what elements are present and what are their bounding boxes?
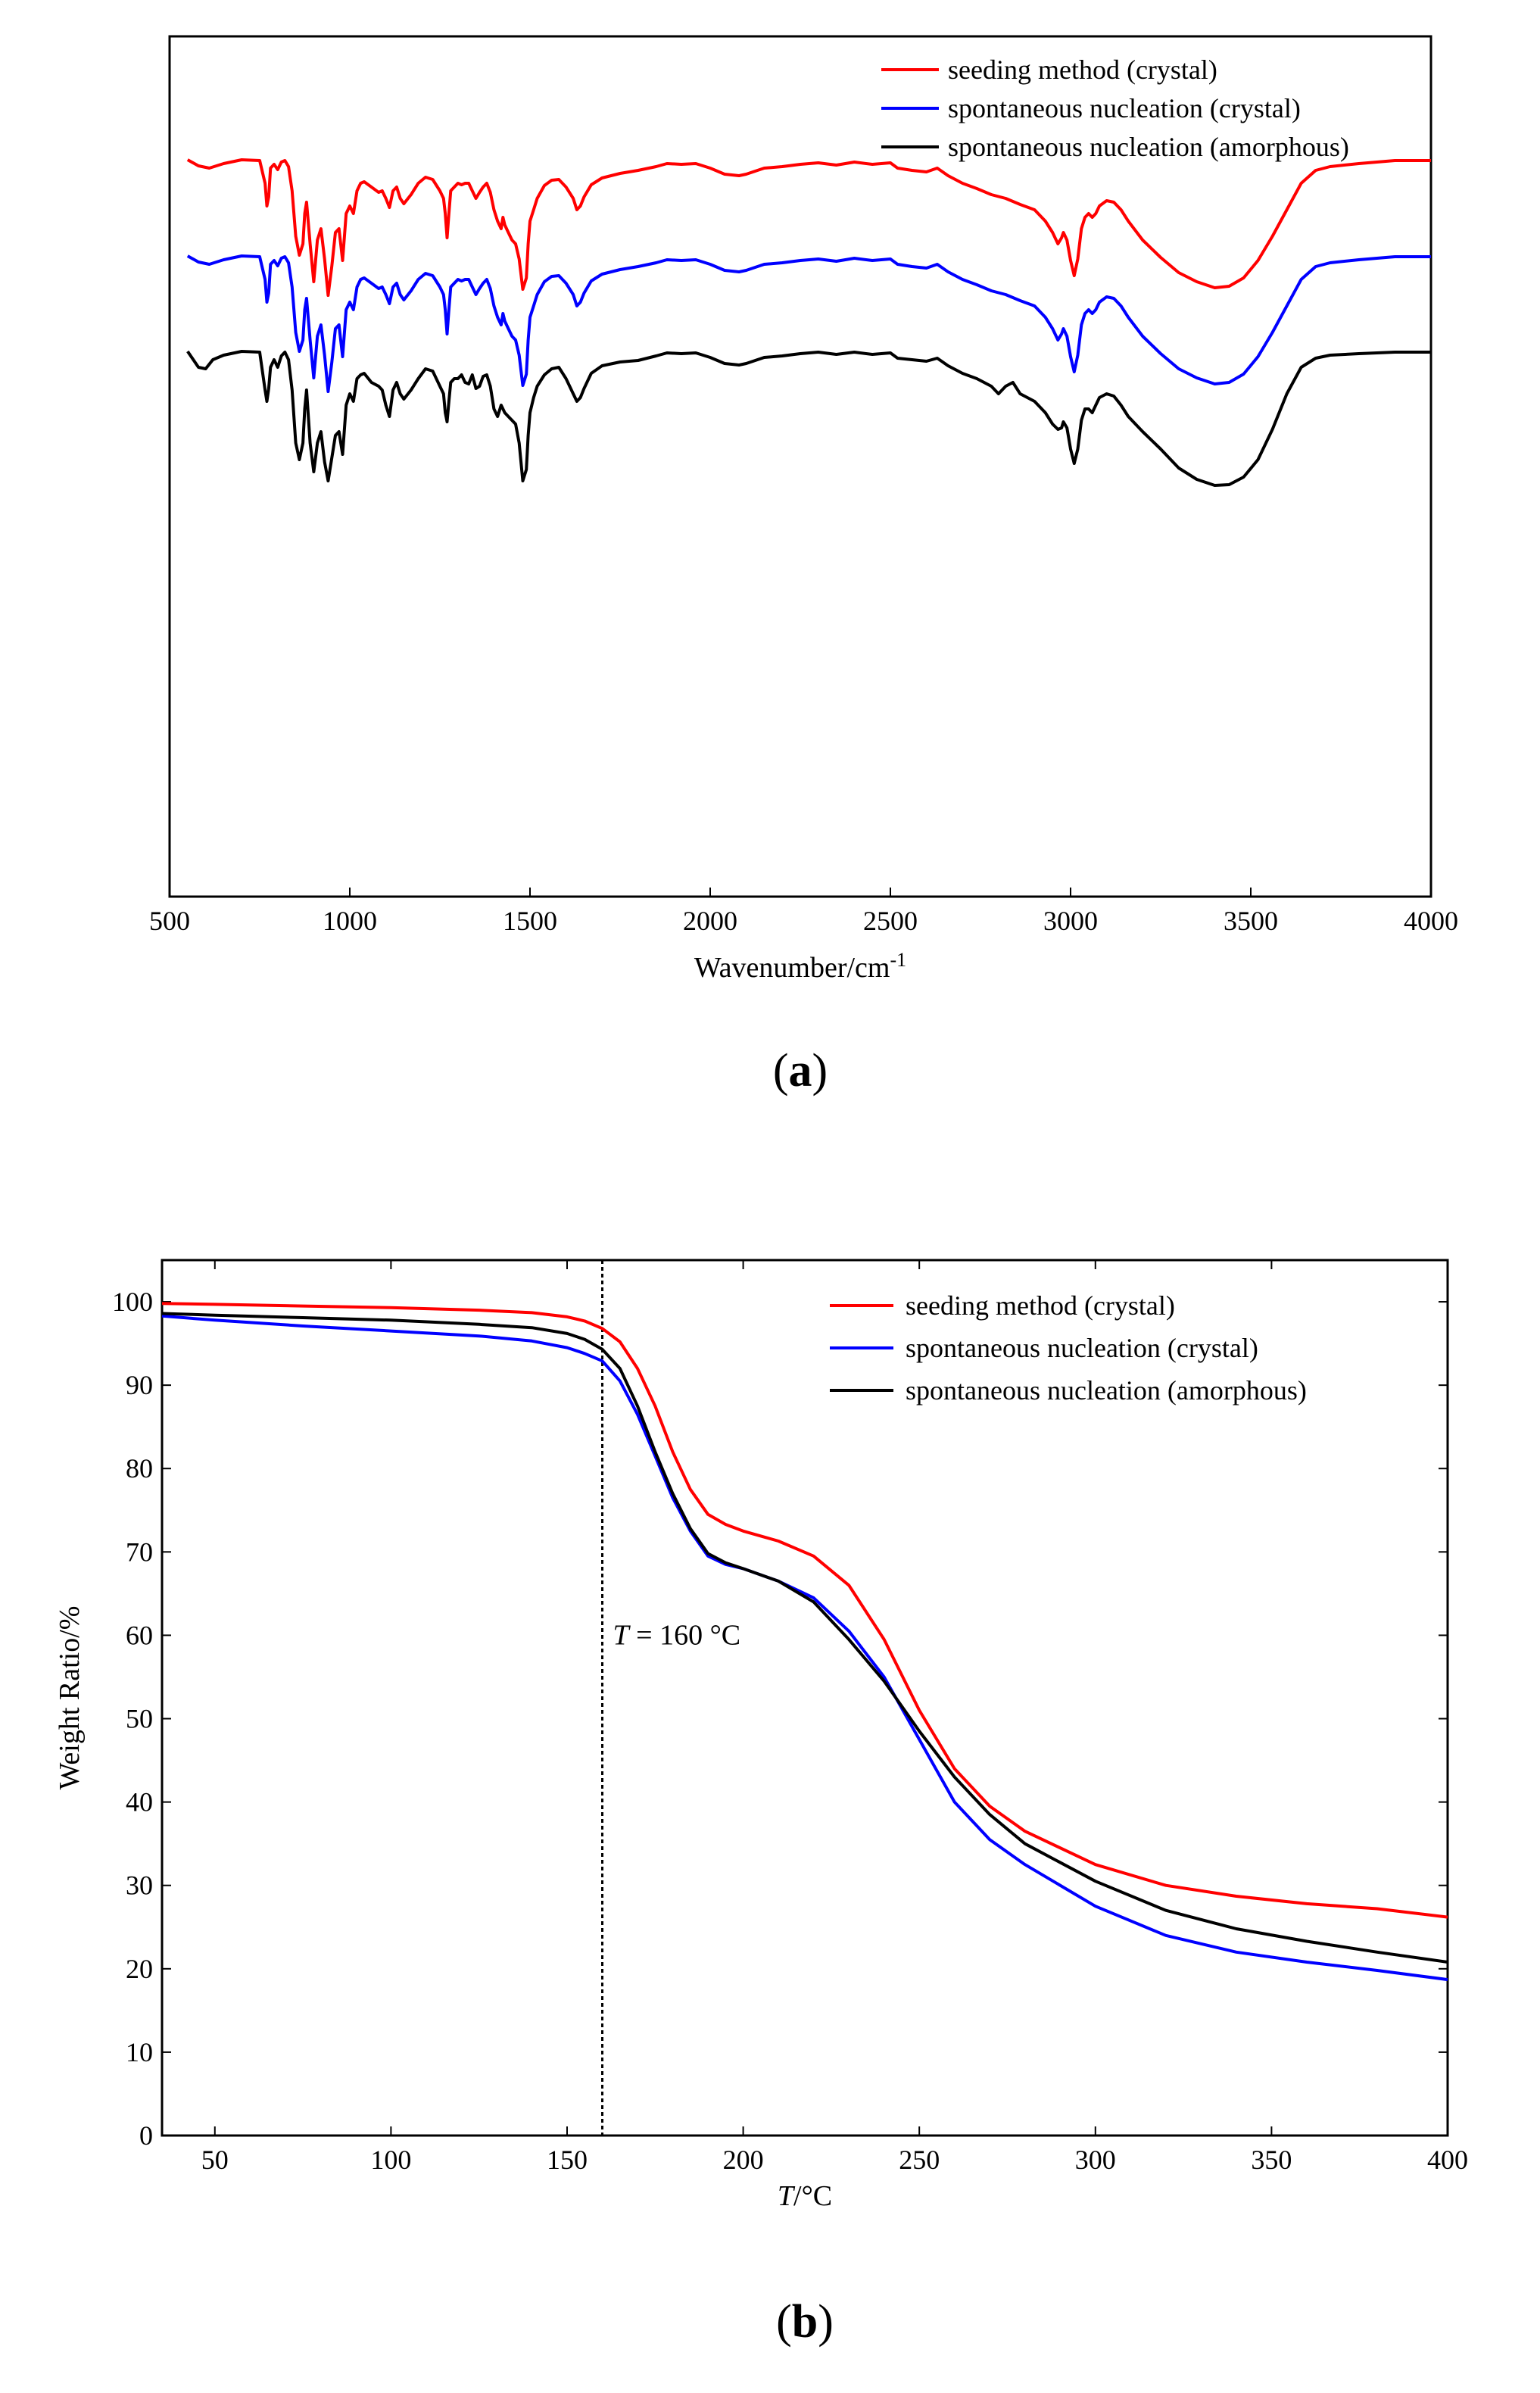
chart-b-y-tick-label: 60 [126,1620,153,1650]
panel-label-a: (a) [773,1045,828,1097]
chart-a-frame [168,35,1432,898]
chart-b-frame [161,1259,1449,2137]
chart-b-x-axis-label-text: /°C [793,2180,832,2212]
legend-b-label-spontaneous-crystal: spontaneous nucleation (crystal) [906,1333,1258,1363]
chart-a-series-group [186,158,1431,487]
chart-a-series-spontaneous-amorphous [186,350,1431,487]
chart-a-x-axis-label-sup: -1 [890,949,906,971]
chart-b-legend: seeding method (crystal) spontaneous nuc… [830,1290,1307,1406]
chart-b-series-spontaneous-crystal [161,1314,1448,1982]
chart-a-x-axis-label-text: Wavenumber/cm [694,952,890,984]
chart-a-series-spontaneous-crystal [186,254,1431,393]
legend-a-label-spontaneous-crystal: spontaneous nucleation (crystal) [948,93,1301,123]
chart-b-x-axis-label: T/°C [778,2180,832,2212]
chart-a-x-tick-label: 1000 [323,906,377,936]
chart-b-y-tick-label: 70 [126,1537,153,1567]
chart-a-x-tick-label: 3500 [1224,906,1278,936]
chart-a-x-tick-label: 2000 [683,906,737,936]
chart-b-series-group [161,1302,1448,1982]
chart-b-x-tick-label: 150 [547,2145,588,2175]
chart-a-x-ticks: 500 1000 1500 2000 2500 3000 3500 4000 [149,888,1458,936]
chart-b-annotation: T = 160 °C [613,1619,741,1651]
chart-a-x-tick-label: 1500 [503,906,557,936]
chart-b-y-tick-label: 0 [139,2120,153,2151]
chart-b-y-tick-label: 40 [126,1787,153,1817]
chart-b: 50 100 150 200 250 300 350 400 0 10 20 30 40 50 60 70 80… [54,1259,1468,2348]
chart-b-y-tick-label: 20 [126,1954,153,1984]
chart-b-y-axis-label: Weight Ratio/% [54,1606,86,1790]
chart-b-ticks: 50 100 150 200 250 300 350 400 0 10 20 30 40 50 60 70 80… [112,1260,1468,2175]
legend-a-label-seeding: seeding method (crystal) [948,55,1217,85]
chart-b-x-tick-label: 300 [1075,2145,1116,2175]
chart-a: 500 1000 1500 2000 2500 3000 3500 4000 seeding … [149,35,1458,1097]
chart-b-y-tick-label: 80 [126,1453,153,1484]
chart-a-x-tick-label: 3000 [1043,906,1098,936]
chart-b-series-seeding [161,1302,1448,1919]
chart-a-x-tick-label: 2500 [863,906,918,936]
chart-a-x-axis-label: Wavenumber/cm-1 [694,949,906,984]
chart-a-legend: seeding method (crystal) spontaneous nuc… [881,55,1349,162]
panel-label-b-letter: b [792,2296,818,2348]
chart-b-x-axis-label-symbol: T [778,2180,796,2212]
chart-b-x-tick-label: 50 [201,2145,229,2175]
chart-b-annotation-text: = 160 °C [629,1619,740,1651]
chart-b-x-tick-label: 350 [1251,2145,1292,2175]
chart-b-x-tick-label: 200 [723,2145,764,2175]
legend-b-label-seeding: seeding method (crystal) [906,1290,1175,1321]
chart-b-x-tick-label: 250 [899,2145,940,2175]
chart-a-x-tick-label: 500 [149,906,190,936]
chart-b-series-spontaneous-amorphous [161,1312,1448,1964]
chart-b-y-tick-label: 90 [126,1370,153,1400]
chart-b-x-tick-label: 100 [370,2145,411,2175]
chart-a-x-tick-label: 4000 [1404,906,1458,936]
chart-b-y-tick-label: 50 [126,1704,153,1734]
legend-a-label-spontaneous-amorphous: spontaneous nucleation (amorphous) [948,132,1349,162]
chart-b-y-tick-label: 100 [112,1287,153,1317]
chart-b-annotation-symbol: T [613,1619,631,1651]
chart-b-y-tick-label: 10 [126,2037,153,2067]
panel-label-b: (b) [776,2296,834,2348]
chart-b-y-tick-label: 30 [126,1870,153,1901]
chart-b-x-tick-label: 400 [1427,2145,1468,2175]
chart-a-series-seeding [186,158,1431,297]
legend-b-label-spontaneous-amorphous: spontaneous nucleation (amorphous) [906,1375,1307,1406]
panel-label-a-letter: a [789,1045,812,1097]
